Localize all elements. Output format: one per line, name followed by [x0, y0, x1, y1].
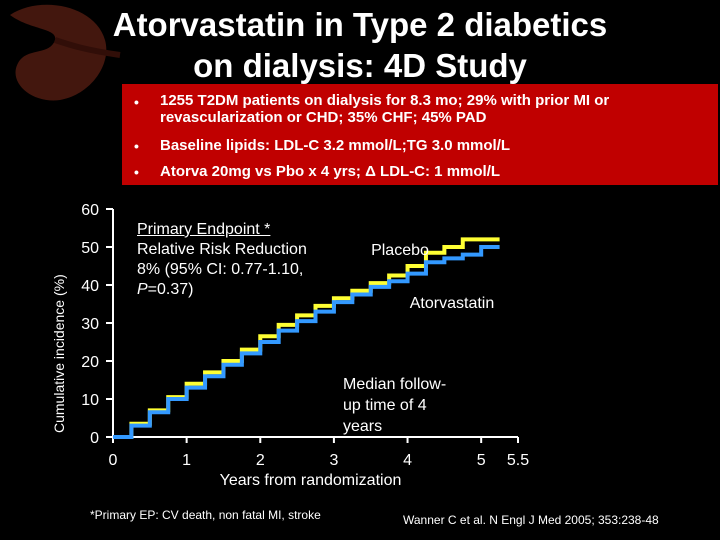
median-line-1: Median follow-: [343, 376, 447, 393]
bullet-marker: •: [134, 94, 139, 110]
x-axis-label: Years from randomization: [220, 472, 402, 489]
endpoint-rrr: Relative Risk Reduction: [137, 241, 307, 258]
footnote: *Primary EP: CV death, non fatal MI, str…: [90, 508, 321, 522]
endpoint-heading: Primary Endpoint *: [137, 221, 271, 238]
slide-title: Atorvastatin in Type 2 diabetics on dial…: [70, 4, 650, 86]
endpoint-p-label: P: [137, 281, 148, 298]
median-line-2: up time of 4: [343, 397, 427, 414]
title-line-1: Atorvastatin in Type 2 diabetics: [112, 6, 608, 43]
endpoint-ci: 8% (95% CI: 0.77-1.10,: [137, 261, 304, 278]
x-tick-label: 5.5: [507, 452, 529, 469]
legend-atorvastatin: Atorvastatin: [410, 295, 494, 312]
x-tick-label: 2: [256, 452, 265, 469]
series-line-atorvastatin: [113, 245, 500, 439]
bullet-3: Atorva 20mg vs Pbo x 4 yrs; Δ LDL-C: 1 m…: [160, 163, 501, 180]
kidney-logo: [10, 4, 121, 101]
x-tick-label: 0: [109, 452, 118, 469]
x-tick-label: 5: [477, 452, 486, 469]
x-tick-label: 3: [329, 452, 338, 469]
endpoint-annotation: Primary Endpoint * Relative Risk Reducti…: [137, 220, 342, 300]
bullet-marker: •: [134, 138, 139, 154]
bullet-marker: •: [134, 164, 139, 180]
endpoint-p-value: =0.37): [147, 281, 194, 298]
bullet-2: Baseline lipids: LDL-C 3.2 mmol/L;TG 3.0…: [160, 137, 511, 154]
median-line-3: years: [343, 418, 383, 435]
title-line-2: on dialysis: 4D Study: [193, 47, 527, 84]
y-tick-label: 50: [81, 240, 99, 257]
legend-placebo: Placebo: [371, 242, 429, 259]
y-tick-label: 60: [81, 202, 99, 219]
bullet-box: • 1255 T2DM patients on dialysis for 8.3…: [122, 84, 718, 185]
y-tick-label: 30: [81, 316, 99, 333]
y-tick-label: 10: [81, 392, 99, 409]
citation: Wanner C et al. N Engl J Med 2005; 353:2…: [403, 513, 659, 527]
x-tick-label: 1: [182, 452, 191, 469]
bullet-1: 1255 T2DM patients on dialysis for 8.3 m…: [160, 92, 610, 126]
median-annotation: Median follow- up time of 4 years: [343, 374, 473, 437]
y-tick-label: 20: [81, 354, 99, 371]
x-tick-label: 4: [403, 452, 412, 469]
y-tick-label: 0: [90, 430, 99, 447]
y-tick-label: 40: [81, 278, 99, 295]
